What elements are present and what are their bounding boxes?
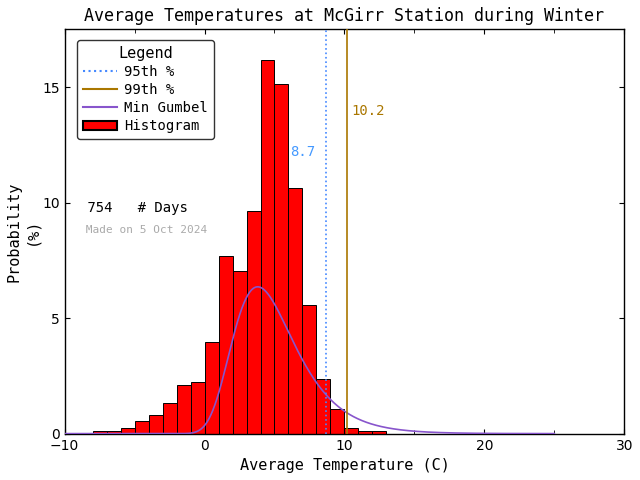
Bar: [275, 84, 289, 433]
Bar: [344, 428, 358, 433]
Bar: [232, 271, 246, 433]
Text: 754   # Days: 754 # Days: [79, 201, 188, 215]
Bar: [205, 342, 218, 433]
Bar: [260, 60, 275, 433]
Y-axis label: Probability
(%): Probability (%): [7, 181, 39, 282]
Bar: [289, 189, 303, 433]
Bar: [303, 305, 316, 433]
Bar: [218, 256, 232, 433]
Bar: [330, 409, 344, 433]
Text: 8.7: 8.7: [290, 145, 315, 159]
Bar: [134, 421, 148, 433]
Title: Average Temperatures at McGirr Station during Winter: Average Temperatures at McGirr Station d…: [84, 7, 604, 25]
Bar: [358, 431, 372, 433]
Text: 10.2: 10.2: [351, 104, 385, 118]
Bar: [372, 431, 387, 433]
Bar: [191, 382, 205, 433]
Bar: [316, 379, 330, 433]
Bar: [246, 211, 260, 433]
Bar: [177, 385, 191, 433]
Legend: 95th %, 99th %, Min Gumbel, Histogram: 95th %, 99th %, Min Gumbel, Histogram: [77, 40, 214, 139]
Bar: [107, 431, 120, 433]
Bar: [120, 428, 134, 433]
Bar: [93, 431, 107, 433]
Text: Made on 5 Oct 2024: Made on 5 Oct 2024: [79, 226, 207, 235]
Bar: [163, 403, 177, 433]
Bar: [148, 415, 163, 433]
X-axis label: Average Temperature (C): Average Temperature (C): [239, 458, 449, 473]
